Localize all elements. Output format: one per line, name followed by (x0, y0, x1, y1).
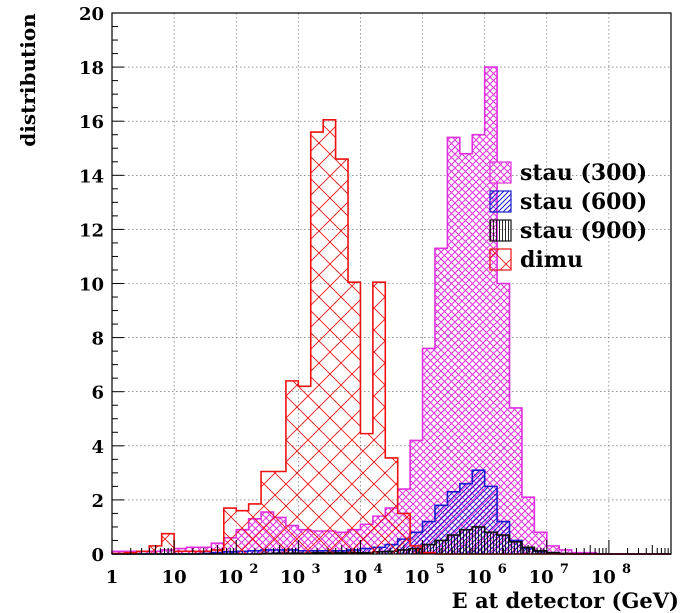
x-axis-label: E at detector (GeV) (452, 588, 679, 613)
x-tick-label: 10 3 (280, 562, 320, 588)
x-tick-label: 10 (162, 567, 187, 588)
y-tick-label: 4 (91, 437, 104, 458)
y-tick-label: 16 (79, 112, 104, 133)
legend-label: stau (600) (520, 189, 647, 215)
legend-label: dimu (520, 247, 583, 273)
legend-item: stau (300) (489, 160, 647, 186)
x-tick-label: 10 6 (466, 562, 506, 588)
legend-label: stau (900) (520, 218, 647, 244)
x-tick-label: 10 2 (218, 562, 258, 588)
y-tick-label: 12 (79, 220, 104, 241)
x-tick-label: 10 5 (404, 562, 444, 588)
y-axis-label: distribution (16, 13, 40, 147)
legend: stau (300) stau (600) stau (900) dimu (489, 160, 647, 273)
axes: 0 2 4 6 8 10 12 14 16 18 20 1 10 10 2 10 3 10 4 10 5 10 6… (79, 4, 669, 588)
x-tick-label: 10 4 (342, 562, 382, 588)
series-fill (112, 119, 671, 554)
legend-item: stau (600) (489, 189, 647, 215)
legend-swatch (489, 190, 512, 213)
x-tick-label: 10 8 (591, 562, 631, 588)
y-tick-label: 2 (91, 491, 104, 512)
legend-swatch (489, 219, 512, 242)
y-tick-label: 18 (79, 58, 104, 79)
y-tick-label: 20 (79, 4, 104, 25)
y-tick-label: 6 (91, 383, 104, 404)
legend-item: stau (900) (489, 218, 647, 244)
y-tick-label: 14 (79, 166, 104, 187)
y-tick-label: 0 (91, 545, 104, 566)
y-tick-label: 8 (91, 329, 104, 350)
y-tick-label: 10 (79, 275, 104, 296)
legend-swatch (489, 161, 512, 184)
x-tick-label: 1 (106, 567, 119, 588)
legend-swatch (489, 248, 512, 271)
series-layer (111, 66, 671, 555)
legend-label: stau (300) (520, 160, 647, 186)
legend-item: dimu (489, 247, 583, 273)
x-tick-label: 10 7 (529, 562, 569, 588)
